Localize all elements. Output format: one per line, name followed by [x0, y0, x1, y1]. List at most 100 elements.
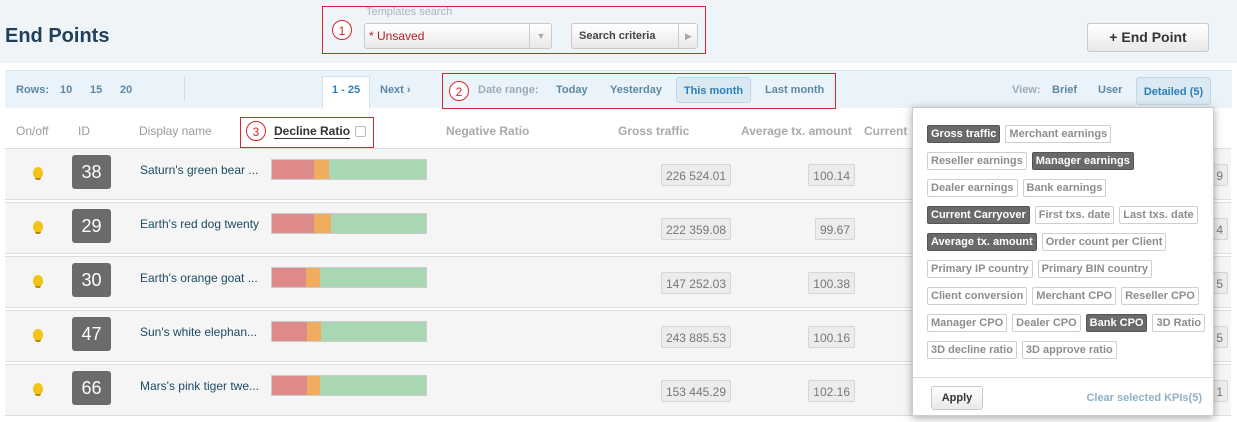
kpi-chip[interactable]: Client conversion: [927, 287, 1028, 305]
column-header[interactable]: Gross traffic: [618, 124, 690, 138]
clear-link[interactable]: Clear selected KPIs(5): [1086, 392, 1202, 404]
kpi-row: Dealer earnings Bank earnings: [927, 178, 1111, 197]
select-arrow: ▼: [529, 24, 552, 48]
column-header: On/off: [16, 124, 49, 138]
annotation-box: [322, 6, 706, 54]
decline-bar: [271, 267, 427, 288]
annotation-badge: 2: [449, 81, 469, 101]
next-link[interactable]: Next ›: [380, 84, 411, 96]
display-name[interactable]: Sun's white elephan...: [140, 325, 258, 339]
date-option[interactable]: Today: [556, 84, 588, 96]
kpi-chip[interactable]: Primary BIN country: [1037, 260, 1152, 278]
average-amount: 100.16: [808, 326, 855, 348]
kpi-row: Average tx. amount Order count per Client: [927, 232, 1171, 251]
decline-segment: [307, 322, 322, 341]
kpi-row: Gross traffic Merchant earnings: [927, 124, 1116, 143]
decline-segment: [319, 268, 426, 287]
decline-bar: [271, 321, 427, 342]
kpi-chip[interactable]: Last txs. date: [1119, 206, 1198, 224]
bulb-icon: [33, 329, 43, 340]
column-header[interactable]: Average tx. amount: [741, 124, 852, 138]
decline-segment: [272, 376, 308, 395]
average-amount: 100.14: [808, 164, 855, 186]
bulb-icon: [33, 221, 43, 232]
gross-traffic: 222 359.08: [660, 218, 731, 240]
apply-button[interactable]: Apply: [931, 386, 983, 410]
annotation-badge: 3: [246, 121, 266, 141]
kpi-chip[interactable]: Manager CPO: [927, 314, 1008, 332]
kpi-chip[interactable]: Dealer earnings: [927, 179, 1018, 197]
date-option-active[interactable]: This month: [676, 77, 751, 103]
bulb-icon: [33, 275, 43, 286]
column-header[interactable]: Current: [864, 124, 908, 138]
rows-option[interactable]: 10: [60, 84, 73, 96]
decline-segment: [305, 268, 320, 287]
divider: [913, 377, 1213, 378]
display-name[interactable]: Earth's red dog twenty: [140, 217, 260, 231]
page-current[interactable]: 1 - 25: [332, 84, 361, 96]
column-header[interactable]: ID: [78, 124, 90, 138]
kpi-chip-selected[interactable]: Average tx. amount: [927, 233, 1037, 251]
rows-option[interactable]: 15: [90, 84, 103, 96]
view-option[interactable]: Brief: [1052, 84, 1078, 96]
display-name[interactable]: Earth's orange goat ...: [140, 271, 258, 285]
kpi-chip[interactable]: Merchant earnings: [1005, 125, 1112, 143]
kpi-row: Current Carryover First txs. date Last txs…: [927, 205, 1203, 224]
template-select[interactable]: * Unsaved ▼: [364, 23, 552, 49]
gross-traffic: 147 252.03: [660, 272, 731, 294]
kpi-row: Primary IP country Primary BIN country: [927, 259, 1157, 278]
template-value: * Unsaved: [369, 29, 425, 43]
kpi-chip[interactable]: Primary IP country: [927, 260, 1033, 278]
kpi-chip[interactable]: Order count per Client: [1041, 233, 1167, 251]
view-option[interactable]: User: [1098, 84, 1123, 96]
average-amount: 102.16: [808, 380, 855, 402]
display-name[interactable]: Mars's pink tiger twe...: [140, 379, 259, 393]
add-endpoint-button[interactable]: + End Point: [1087, 23, 1209, 52]
gross-traffic: 153 445.29: [660, 380, 731, 402]
decline-bar: [271, 213, 427, 234]
id-badge: 30: [72, 263, 111, 297]
date-option[interactable]: Yesterday: [610, 84, 662, 96]
display-name[interactable]: Saturn's green bear ...: [140, 163, 259, 177]
average-amount: 100.38: [808, 272, 855, 294]
kpi-chip[interactable]: Reseller earnings: [927, 152, 1027, 170]
kpi-chip[interactable]: Bank earnings: [1022, 179, 1107, 197]
view-option-active[interactable]: Detailed (5): [1136, 77, 1211, 105]
decline-segment: [328, 160, 426, 179]
kpi-chip[interactable]: 3D approve ratio: [1021, 341, 1117, 359]
kpi-chip-selected[interactable]: Manager earnings: [1031, 152, 1134, 170]
id-badge: 29: [72, 209, 111, 243]
kpi-chip[interactable]: First txs. date: [1034, 206, 1115, 224]
search-criteria-button[interactable]: Search criteria ▶: [571, 23, 698, 49]
column-header[interactable]: Decline Ratio: [274, 124, 351, 139]
button-arrow: ▶: [678, 24, 698, 48]
id-badge: 47: [72, 317, 111, 351]
annotation-box: [240, 117, 374, 148]
decline-segment: [272, 214, 314, 233]
page-title: End Points: [5, 25, 110, 47]
date-option[interactable]: Last month: [765, 84, 825, 96]
annotation-box: [442, 73, 836, 109]
kpi-chip[interactable]: 3D Ratio: [1152, 314, 1206, 332]
page-tab[interactable]: [322, 76, 370, 109]
decline-segment: [321, 322, 426, 341]
rows-label: Rows:: [16, 84, 49, 96]
rows-option[interactable]: 20: [120, 84, 133, 96]
kpi-chip[interactable]: 3D decline ratio: [927, 341, 1017, 359]
column-header[interactable]: Display name: [139, 124, 212, 138]
kpi-row: Reseller earnings Manager earnings: [927, 151, 1139, 170]
decline-bar: [271, 159, 427, 180]
kpi-chip[interactable]: Reseller CPO: [1121, 287, 1199, 305]
button-label: Search criteria: [579, 30, 656, 42]
id-badge: 66: [72, 371, 111, 405]
kpi-chip-selected[interactable]: Bank CPO: [1085, 314, 1148, 332]
gross-traffic: 243 885.53: [660, 326, 731, 348]
separator: [184, 77, 185, 101]
kpi-chip-selected[interactable]: Current Carryover: [927, 206, 1030, 224]
kpi-chip-selected[interactable]: Gross traffic: [927, 125, 1001, 143]
column-header[interactable]: Negative Ratio: [446, 124, 530, 138]
kpi-panel: Gross traffic Merchant earnings Reseller e…: [912, 107, 1214, 416]
kpi-chip[interactable]: Merchant CPO: [1032, 287, 1117, 305]
kpi-chip[interactable]: Dealer CPO: [1012, 314, 1081, 332]
